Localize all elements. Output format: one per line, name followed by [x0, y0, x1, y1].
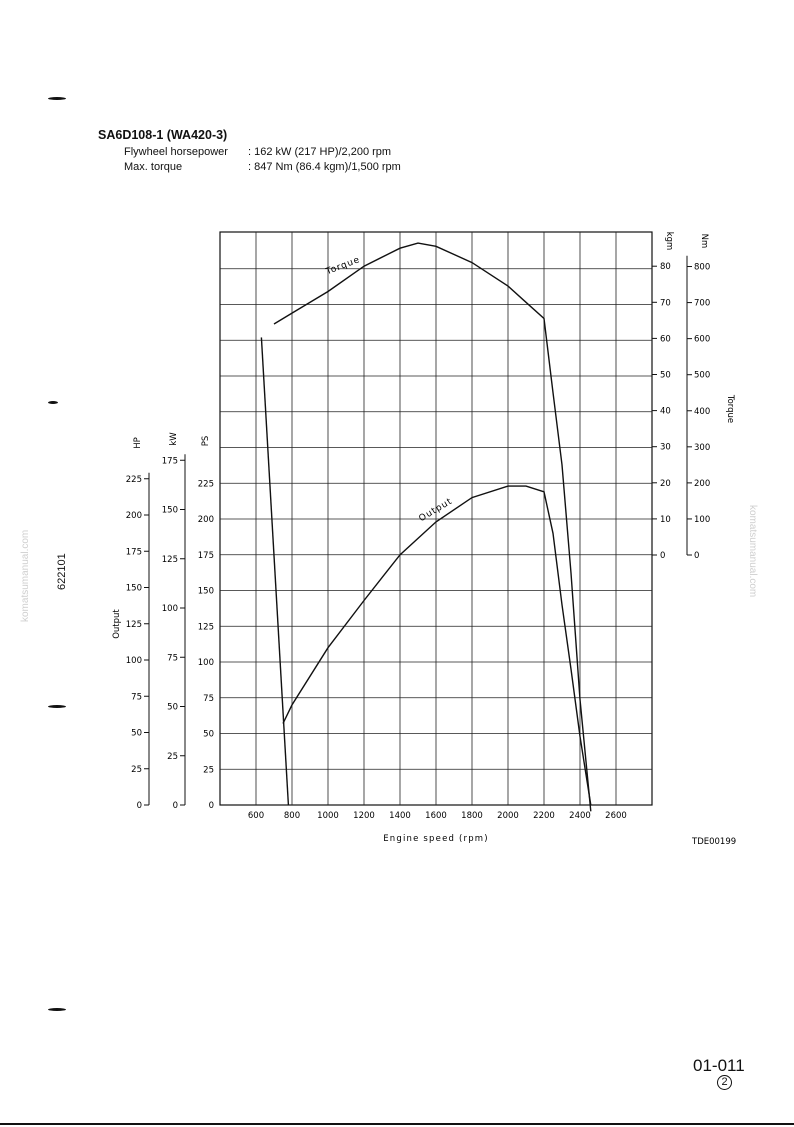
- spec-value-horsepower: : 162 kW (217 HP)/2,200 rpm: [248, 146, 392, 158]
- kw-tick-label: 175: [162, 456, 178, 466]
- ps-tick-label: 25: [203, 765, 214, 775]
- kgm-tick-label: 0: [660, 551, 665, 561]
- kgm-unit-label: kgm: [664, 232, 674, 251]
- x-tick-label: 1000: [317, 811, 339, 821]
- x-tick-label: 1200: [353, 811, 375, 821]
- torque-curve-label: Torque: [324, 255, 362, 278]
- spec-value-torque: : 847 Nm (86.4 kgm)/1,500 rpm: [248, 161, 401, 173]
- hp-tick-label: 150: [126, 584, 142, 594]
- x-tick-label: 2600: [605, 811, 627, 821]
- kgm-tick-label: 50: [660, 371, 671, 381]
- x-tick-label: 2000: [497, 811, 519, 821]
- nm-tick-label: 700: [694, 299, 710, 309]
- ps-tick-label: 175: [198, 551, 214, 561]
- nm-tick-label: 200: [694, 479, 710, 489]
- nm-tick-label: 600: [694, 335, 710, 345]
- hp-tick-label: 0: [137, 801, 142, 811]
- kw-tick-label: 100: [162, 604, 178, 614]
- hp-unit-label: HP: [133, 437, 143, 449]
- ps-tick-label: 50: [203, 730, 214, 740]
- hp-tick-label: 225: [126, 475, 142, 485]
- governor-line: [260, 337, 290, 806]
- ps-tick-label: 200: [198, 515, 214, 525]
- ps-tick-label: 100: [198, 658, 214, 668]
- ps-tick-label: 125: [198, 622, 214, 632]
- kw-tick-label: 50: [167, 703, 178, 713]
- torque-axis-title: Torque: [725, 394, 735, 423]
- torque-curve: [273, 242, 592, 812]
- kgm-tick-label: 20: [660, 479, 671, 489]
- kw-unit-label: kW: [169, 432, 179, 446]
- hp-tick-label: 25: [131, 765, 142, 775]
- x-tick-label: 1600: [425, 811, 447, 821]
- hp-tick-label: 50: [131, 729, 142, 739]
- kw-tick-label: 75: [167, 653, 178, 663]
- engine-model-title: SA6D108-1 (WA420-3): [98, 128, 228, 142]
- kw-tick-label: 25: [167, 752, 178, 762]
- hp-tick-label: 125: [126, 620, 142, 630]
- nm-tick-label: 300: [694, 443, 710, 453]
- binder-mark: [48, 705, 66, 708]
- ps-tick-label: 225: [198, 479, 214, 489]
- kgm-tick-label: 70: [660, 298, 671, 308]
- revision-badge: 2: [717, 1075, 732, 1090]
- footer-rule: [0, 1123, 794, 1125]
- ps-tick-label: 0: [209, 801, 214, 811]
- binder-mark: [48, 1008, 66, 1011]
- ps-tick-label: 150: [198, 587, 214, 597]
- nm-unit-label: Nm: [699, 234, 709, 249]
- page-header: SA6D108-1 (WA420-3): [98, 128, 227, 142]
- x-axis-label: Engine speed (rpm): [383, 834, 489, 844]
- kgm-tick-label: 60: [660, 334, 671, 344]
- x-tick-label: 1400: [389, 811, 411, 821]
- hp-tick-label: 100: [126, 656, 142, 666]
- output-axis-title: Output: [112, 609, 122, 639]
- binder-mark: [48, 401, 58, 404]
- figure-code: TDE00199: [691, 837, 736, 847]
- nm-tick-label: 0: [694, 551, 699, 561]
- nm-tick-label: 100: [694, 515, 710, 525]
- page-number: 01-011: [693, 1056, 745, 1075]
- ps-tick-label: 75: [203, 694, 214, 704]
- nm-tick-label: 400: [694, 407, 710, 417]
- output-curve: [282, 485, 592, 806]
- x-tick-label: 2400: [569, 811, 591, 821]
- kw-tick-label: 0: [173, 801, 178, 811]
- kgm-tick-label: 40: [660, 407, 671, 417]
- hp-tick-label: 200: [126, 511, 142, 521]
- x-tick-label: 2200: [533, 811, 555, 821]
- spec-label-horsepower: Flywheel horsepower: [124, 146, 228, 158]
- kgm-tick-label: 10: [660, 515, 671, 525]
- ps-unit-label: PS: [201, 436, 211, 447]
- binder-mark: [48, 97, 66, 100]
- nm-tick-label: 500: [694, 371, 710, 381]
- nm-tick-label: 800: [694, 263, 710, 273]
- x-tick-label: 800: [284, 811, 300, 821]
- kw-tick-label: 150: [162, 506, 178, 516]
- kw-tick-label: 125: [162, 555, 178, 565]
- hp-tick-label: 75: [131, 692, 142, 702]
- kgm-tick-label: 30: [660, 443, 671, 453]
- kgm-tick-label: 80: [660, 262, 671, 272]
- hp-tick-label: 175: [126, 547, 142, 557]
- x-tick-label: 600: [248, 811, 264, 821]
- spec-label-torque: Max. torque: [124, 161, 183, 173]
- x-tick-label: 1800: [461, 811, 483, 821]
